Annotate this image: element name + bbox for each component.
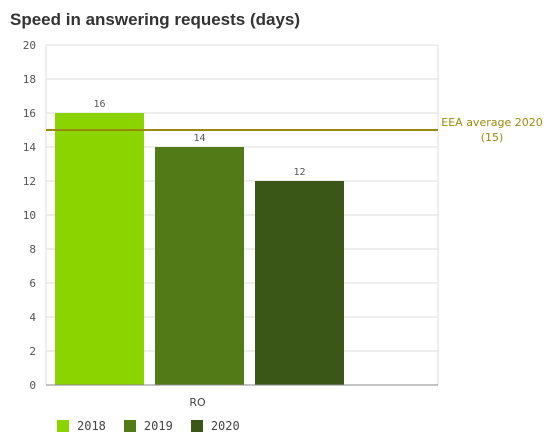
data-label: 12 (293, 167, 305, 178)
bar-2020 (255, 181, 344, 385)
legend-label: 2018 (77, 419, 106, 433)
legend-item-2020[interactable]: 2020 (190, 419, 240, 433)
legend-swatch-2019 (123, 420, 136, 432)
bar-2018 (55, 113, 144, 385)
y-tick-label: 0 (29, 379, 36, 392)
y-tick-label: 8 (29, 243, 36, 256)
legend-swatch-2018 (57, 420, 69, 432)
reference-line-value: (15) (481, 131, 504, 144)
legend-swatch-2020 (190, 420, 203, 432)
legend-label: 2020 (210, 419, 240, 433)
bar-2019 (155, 147, 244, 385)
bars (55, 113, 344, 385)
reference-line-label: EEA average 2020 (441, 116, 542, 129)
data-label: 16 (93, 99, 105, 110)
chart-title: Speed in answering requests (days) (10, 10, 301, 29)
y-tick-label: 2 (29, 345, 36, 358)
y-tick-label: 4 (29, 311, 36, 324)
data-labels: 16 14 12 (93, 99, 305, 178)
y-tick-label: 14 (23, 141, 37, 154)
category-label: RO (189, 396, 206, 409)
legend-item-2018[interactable]: 2018 (57, 419, 106, 433)
y-tick-label: 16 (23, 107, 36, 120)
y-tick-label: 12 (23, 175, 36, 188)
y-tick-label: 20 (23, 39, 36, 52)
y-tick-label: 6 (29, 277, 36, 290)
legend-label: 2019 (143, 419, 173, 433)
y-tick-label: 18 (23, 73, 36, 86)
legend-item-2019[interactable]: 2019 (123, 419, 173, 433)
legend: 2018 2019 2020 (57, 419, 240, 433)
data-label: 14 (193, 133, 205, 144)
y-axis-ticks: 0 2 4 6 8 10 12 14 16 18 20 (23, 39, 37, 392)
y-tick-label: 10 (23, 209, 36, 222)
